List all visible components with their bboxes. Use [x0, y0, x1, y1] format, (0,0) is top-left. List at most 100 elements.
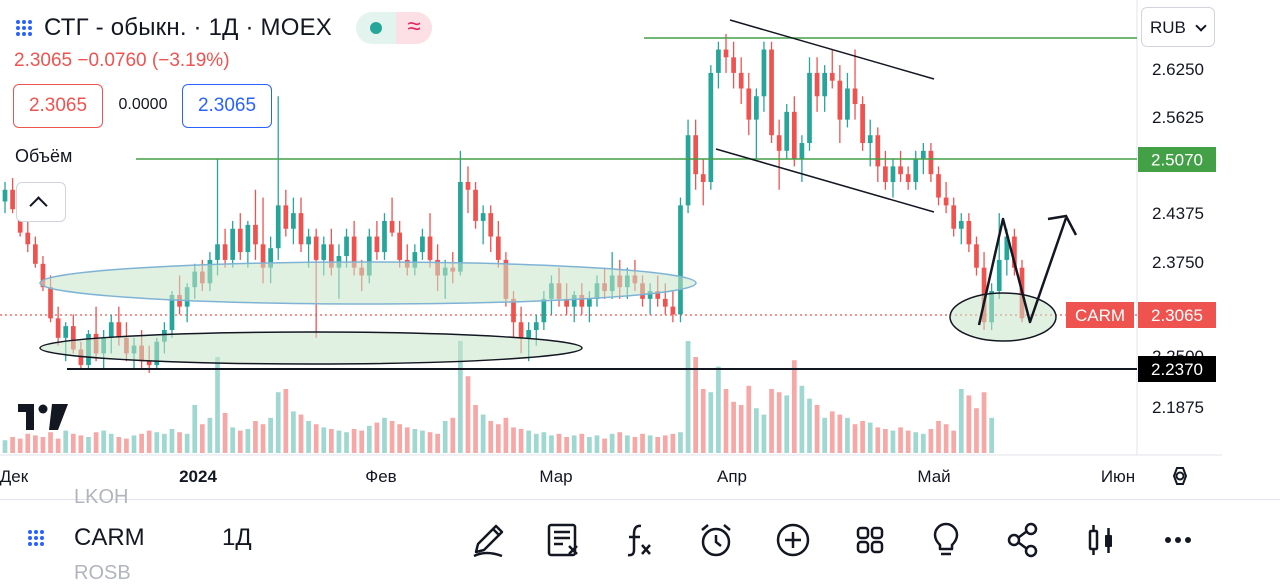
candle-body [898, 166, 903, 175]
price-chart[interactable]: 2.62502.56252.43752.37502.18752.25002.50… [0, 0, 1280, 500]
chart-background [0, 0, 1222, 456]
candle-body [283, 205, 289, 229]
candle-body [245, 224, 251, 253]
volume-bar [283, 389, 289, 453]
volume-bar [427, 432, 433, 453]
notes-icon[interactable] [541, 518, 585, 562]
volume-bar [556, 433, 562, 453]
more-icon[interactable] [1156, 518, 1200, 562]
volume-bar [450, 417, 456, 453]
ideas-bulb-icon[interactable] [924, 518, 968, 562]
currency-select[interactable]: RUB [1141, 7, 1215, 47]
candle-body [253, 224, 258, 245]
reversal-zone-ellipse [949, 292, 1057, 342]
volume-bar [609, 433, 615, 453]
volume-bar [177, 432, 182, 453]
candle-body [769, 49, 774, 136]
volume-bar [700, 389, 706, 453]
time-tick-label: Июн [1101, 467, 1135, 486]
candle-body [33, 244, 38, 264]
volume-bar [442, 421, 448, 453]
time-tick-label: 2024 [179, 467, 217, 486]
candle-body [966, 220, 972, 245]
volume-bar [784, 395, 790, 453]
volume-bar [131, 435, 137, 453]
volume-bar [382, 417, 387, 453]
volume-bar [480, 414, 486, 453]
volume-bar [867, 422, 873, 453]
candle-body [146, 361, 152, 366]
volume-bar [670, 433, 676, 453]
currency-value: RUB [1150, 18, 1186, 37]
volume-bar [260, 424, 266, 453]
volume-bar [70, 433, 76, 453]
volume-bar [587, 437, 592, 453]
volume-bar [594, 435, 600, 453]
market-status-pill[interactable]: ≈ [356, 12, 433, 44]
candle-body [260, 244, 266, 268]
watchlist-prev-symbol[interactable]: LKOH [74, 486, 129, 508]
last-price: 2.3065 [14, 50, 73, 71]
candle-body [837, 80, 843, 120]
symbol-menu-icon[interactable] [16, 20, 32, 36]
layouts-icon[interactable] [848, 518, 892, 562]
alert-clock-icon[interactable] [694, 518, 738, 562]
volume-bar [966, 395, 972, 453]
candle-body [814, 72, 820, 97]
interval-selector[interactable]: 1Д [222, 524, 252, 551]
volume-indicator-label[interactable]: Объём [15, 146, 73, 166]
symbol-title[interactable]: СТГ - обыкн. · 1Д · MOEX [44, 14, 333, 41]
volume-bar [951, 430, 957, 453]
volume-bar [541, 432, 547, 453]
candle-body [845, 88, 850, 120]
user-drawings[interactable] [39, 19, 1137, 370]
candle-body [1004, 236, 1010, 260]
symbol-selector[interactable]: CARM [74, 524, 145, 551]
volume-bar [632, 437, 638, 453]
candle-body [655, 291, 661, 299]
pencil-icon[interactable] [466, 518, 510, 562]
chart-header: СТГ - обыкн. · 1Д · MOEX ≈ [16, 12, 433, 44]
volume-bar [192, 405, 198, 453]
share-icon[interactable] [1001, 518, 1045, 562]
time-tick-label: Апр [717, 467, 747, 486]
volume-bar [306, 421, 311, 453]
volume-bar [533, 433, 539, 453]
volume-bar [359, 430, 365, 453]
volume-bar [518, 429, 524, 453]
volume-bar [822, 417, 828, 453]
volume-bar [25, 433, 31, 453]
watchlist-menu-icon[interactable] [28, 530, 44, 546]
volume-bar [245, 429, 251, 453]
volume-bar [708, 392, 714, 453]
volume-bar [101, 430, 107, 453]
volume-bar [943, 424, 949, 453]
volume-bar [169, 429, 175, 453]
price-tick-label: 2.6250 [1152, 60, 1204, 79]
candle-body [63, 326, 69, 338]
volume-bar [503, 417, 509, 453]
sell-button[interactable]: 2.3065 [13, 84, 103, 128]
axis-settings-button[interactable] [1140, 455, 1220, 497]
candle-body [571, 294, 577, 307]
candle-body [518, 322, 524, 338]
chart-type-icon[interactable] [1079, 518, 1123, 562]
candle-body [693, 135, 699, 175]
volume-bar [366, 425, 372, 453]
candle-body [275, 205, 281, 249]
candle-body [420, 236, 425, 253]
volume-bar [974, 408, 979, 453]
buy-button[interactable]: 2.3065 [182, 84, 272, 128]
volume-bar [958, 389, 964, 453]
watchlist-next-symbol[interactable]: ROSB [74, 562, 131, 584]
volume-bar [852, 424, 858, 453]
candle-body [791, 111, 797, 159]
collapse-legend-button[interactable] [16, 182, 66, 222]
volume-bar [435, 433, 440, 453]
forecast-path [977, 217, 1068, 326]
indicators-icon[interactable] [617, 518, 661, 562]
candle-body [328, 244, 334, 268]
candle-body [867, 135, 873, 144]
candle-body [465, 181, 471, 190]
add-icon[interactable] [771, 518, 815, 562]
